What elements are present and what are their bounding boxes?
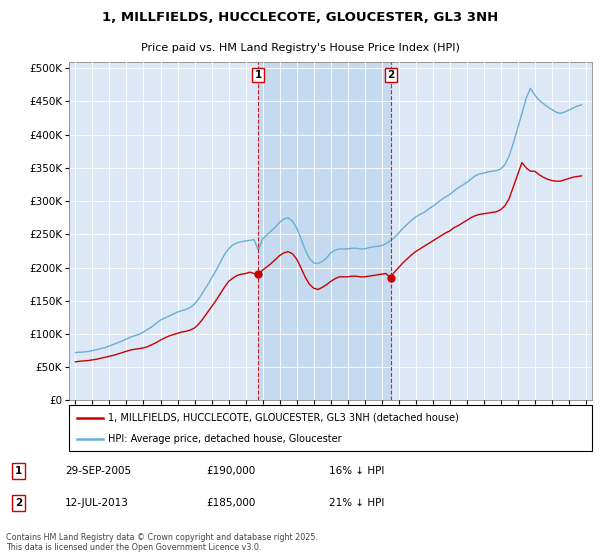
Text: 2: 2 <box>387 70 394 80</box>
Bar <box>259 62 391 400</box>
Text: HPI: Average price, detached house, Gloucester: HPI: Average price, detached house, Glou… <box>108 435 342 444</box>
Text: 1, MILLFIELDS, HUCCLECOTE, GLOUCESTER, GL3 3NH: 1, MILLFIELDS, HUCCLECOTE, GLOUCESTER, G… <box>102 11 498 24</box>
Text: 1: 1 <box>254 70 262 80</box>
Text: 1, MILLFIELDS, HUCCLECOTE, GLOUCESTER, GL3 3NH (detached house): 1, MILLFIELDS, HUCCLECOTE, GLOUCESTER, G… <box>108 413 459 423</box>
Text: Contains HM Land Registry data © Crown copyright and database right 2025.
This d: Contains HM Land Registry data © Crown c… <box>6 533 318 552</box>
Text: 2: 2 <box>16 498 23 507</box>
Text: Price paid vs. HM Land Registry's House Price Index (HPI): Price paid vs. HM Land Registry's House … <box>140 43 460 53</box>
Text: £185,000: £185,000 <box>206 498 255 507</box>
Text: 12-JUL-2013: 12-JUL-2013 <box>65 498 128 507</box>
Text: 21% ↓ HPI: 21% ↓ HPI <box>329 498 385 507</box>
Text: 29-SEP-2005: 29-SEP-2005 <box>65 466 131 476</box>
Text: 1: 1 <box>16 466 23 476</box>
Text: 16% ↓ HPI: 16% ↓ HPI <box>329 466 385 476</box>
Text: £190,000: £190,000 <box>206 466 255 476</box>
